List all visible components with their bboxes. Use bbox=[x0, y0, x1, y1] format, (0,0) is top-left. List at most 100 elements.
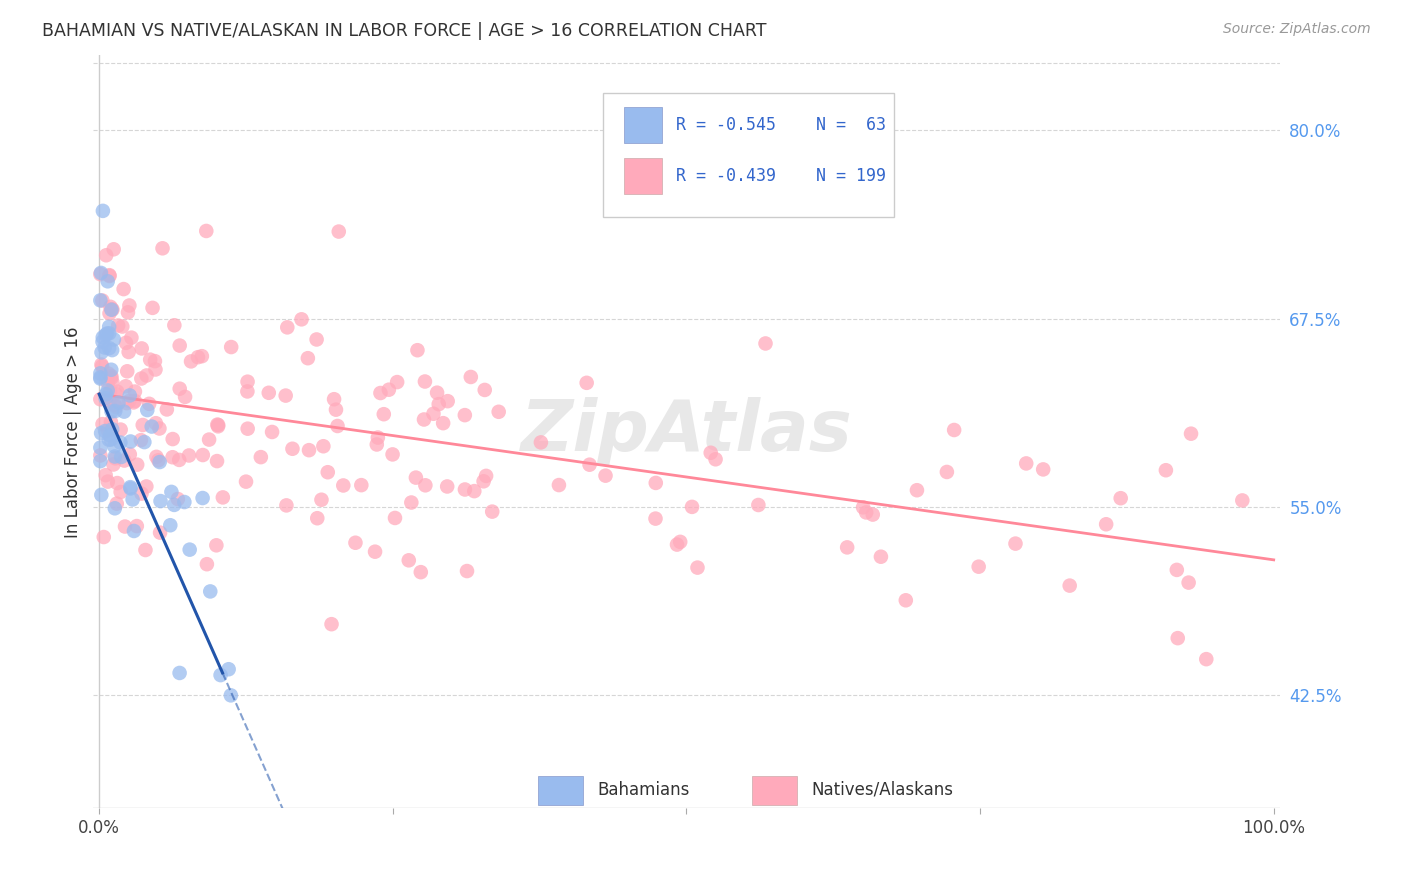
Natives/Alaskans bbox=[681, 500, 703, 514]
Natives/Alaskans bbox=[250, 450, 273, 464]
Natives/Alaskans bbox=[332, 478, 354, 492]
Bahamians bbox=[104, 404, 127, 418]
Bahamians bbox=[218, 662, 240, 676]
Bahamians bbox=[120, 480, 142, 494]
Natives/Alaskans bbox=[669, 534, 692, 549]
Natives/Alaskans bbox=[105, 476, 128, 491]
Natives/Alaskans bbox=[326, 419, 349, 434]
Bahamians bbox=[89, 454, 111, 468]
Natives/Alaskans bbox=[905, 483, 928, 498]
Bahamians bbox=[97, 274, 120, 288]
Natives/Alaskans bbox=[145, 416, 167, 430]
Natives/Alaskans bbox=[427, 397, 450, 411]
Bahamians bbox=[98, 428, 121, 442]
Natives/Alaskans bbox=[98, 268, 121, 283]
Natives/Alaskans bbox=[100, 415, 122, 429]
Natives/Alaskans bbox=[131, 371, 153, 385]
Natives/Alaskans bbox=[262, 425, 284, 439]
Natives/Alaskans bbox=[274, 388, 297, 402]
Natives/Alaskans bbox=[145, 362, 167, 376]
Natives/Alaskans bbox=[131, 342, 153, 356]
Natives/Alaskans bbox=[110, 423, 132, 437]
Natives/Alaskans bbox=[117, 305, 139, 319]
Bahamians bbox=[149, 455, 172, 469]
Natives/Alaskans bbox=[436, 394, 458, 409]
Natives/Alaskans bbox=[112, 453, 135, 467]
Natives/Alaskans bbox=[110, 485, 132, 500]
Bahamians bbox=[97, 433, 120, 447]
Natives/Alaskans bbox=[686, 560, 709, 574]
Bahamians bbox=[91, 334, 114, 349]
Bahamians bbox=[179, 542, 201, 557]
Bahamians bbox=[90, 488, 112, 502]
Natives/Alaskans bbox=[205, 538, 228, 552]
Natives/Alaskans bbox=[666, 538, 689, 552]
Bar bbox=[624, 107, 662, 144]
Bahamians bbox=[120, 434, 142, 449]
Natives/Alaskans bbox=[135, 479, 157, 493]
Bahamians bbox=[104, 501, 127, 516]
Bahamians bbox=[96, 326, 118, 341]
Natives/Alaskans bbox=[100, 369, 122, 384]
Natives/Alaskans bbox=[548, 478, 571, 492]
Natives/Alaskans bbox=[281, 442, 304, 456]
Bahamians bbox=[89, 370, 111, 384]
Natives/Alaskans bbox=[321, 617, 343, 632]
Natives/Alaskans bbox=[205, 454, 228, 468]
Natives/Alaskans bbox=[699, 446, 721, 460]
Bahamians bbox=[101, 422, 124, 436]
Bahamians bbox=[89, 367, 111, 381]
Natives/Alaskans bbox=[323, 392, 346, 407]
Natives/Alaskans bbox=[97, 475, 120, 489]
Natives/Alaskans bbox=[328, 225, 350, 239]
Bahamians bbox=[100, 404, 122, 418]
Bahamians bbox=[89, 371, 111, 385]
Natives/Alaskans bbox=[105, 400, 128, 414]
Bahamians bbox=[160, 484, 183, 499]
Natives/Alaskans bbox=[325, 402, 347, 417]
Natives/Alaskans bbox=[454, 483, 477, 497]
Natives/Alaskans bbox=[105, 384, 128, 399]
Natives/Alaskans bbox=[276, 499, 298, 513]
Bahamians bbox=[209, 668, 232, 682]
Natives/Alaskans bbox=[370, 386, 392, 401]
Natives/Alaskans bbox=[644, 511, 666, 525]
Natives/Alaskans bbox=[180, 354, 202, 368]
Natives/Alaskans bbox=[316, 465, 339, 479]
Natives/Alaskans bbox=[124, 394, 146, 409]
Natives/Alaskans bbox=[236, 375, 259, 389]
Natives/Alaskans bbox=[1095, 517, 1118, 532]
Bahamians bbox=[103, 439, 125, 453]
Natives/Alaskans bbox=[118, 345, 141, 359]
Natives/Alaskans bbox=[344, 535, 367, 549]
Natives/Alaskans bbox=[195, 558, 218, 572]
Bahamians bbox=[100, 363, 122, 377]
Natives/Alaskans bbox=[366, 437, 388, 451]
Bahamians bbox=[90, 266, 112, 280]
Natives/Alaskans bbox=[367, 431, 389, 445]
Natives/Alaskans bbox=[481, 505, 503, 519]
Natives/Alaskans bbox=[98, 268, 121, 283]
Natives/Alaskans bbox=[312, 439, 335, 453]
Natives/Alaskans bbox=[169, 382, 191, 396]
Natives/Alaskans bbox=[409, 565, 432, 579]
Natives/Alaskans bbox=[415, 478, 437, 492]
Natives/Alaskans bbox=[575, 376, 598, 390]
Natives/Alaskans bbox=[384, 511, 406, 525]
Text: ZipAtlas: ZipAtlas bbox=[520, 397, 852, 467]
Natives/Alaskans bbox=[118, 447, 141, 461]
Natives/Alaskans bbox=[89, 449, 111, 463]
Natives/Alaskans bbox=[398, 553, 420, 567]
Natives/Alaskans bbox=[97, 376, 120, 390]
Bahamians bbox=[121, 492, 143, 507]
Natives/Alaskans bbox=[747, 498, 769, 512]
Natives/Alaskans bbox=[257, 385, 280, 400]
Bahamians bbox=[91, 203, 114, 218]
Bar bbox=[752, 776, 797, 805]
Natives/Alaskans bbox=[145, 450, 167, 464]
Natives/Alaskans bbox=[114, 519, 136, 533]
Natives/Alaskans bbox=[91, 359, 114, 374]
Natives/Alaskans bbox=[311, 492, 333, 507]
Natives/Alaskans bbox=[90, 358, 112, 372]
Natives/Alaskans bbox=[127, 458, 149, 472]
